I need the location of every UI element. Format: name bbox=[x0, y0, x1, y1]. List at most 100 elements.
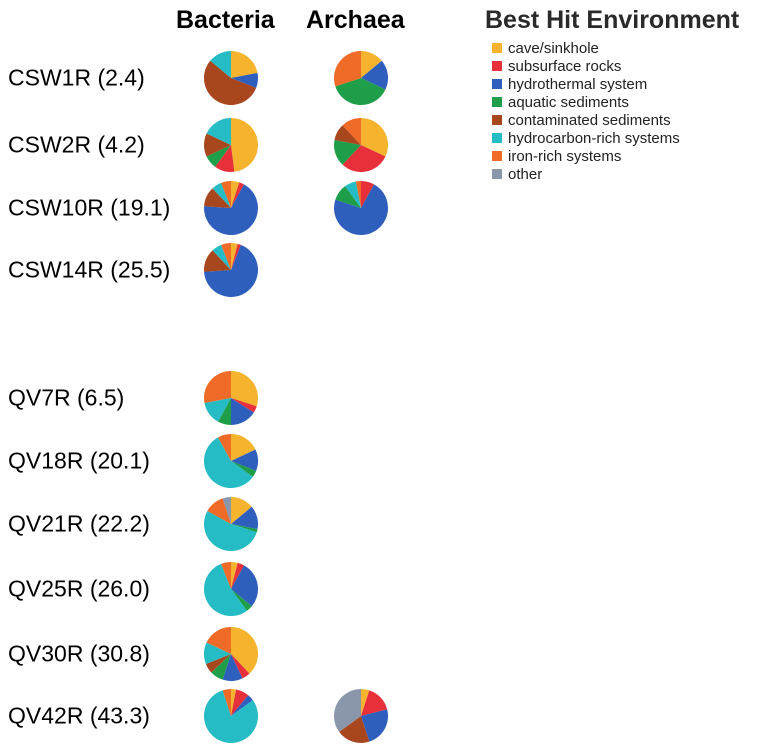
pie-slice-hydrothermal-system bbox=[231, 565, 258, 607]
sample-label-csw10r: CSW10R (19.1) bbox=[8, 194, 171, 221]
pie-slice-aquatic-sediments bbox=[231, 524, 258, 533]
pie-slice-subsurface-rocks bbox=[342, 145, 386, 172]
legend-label: iron-rich systems bbox=[508, 147, 622, 165]
pie-slice-hydrothermal-system bbox=[204, 244, 258, 298]
pie-slice-aquatic-sediments bbox=[206, 145, 231, 167]
pie-slice-hydrocarbon-rich-systems bbox=[203, 690, 258, 744]
sample-label-qv21r: QV21R (22.2) bbox=[8, 510, 150, 537]
pie-slice-aquatic-sediments bbox=[335, 186, 361, 208]
pie-slice-hydrocarbon-rich-systems bbox=[203, 437, 253, 489]
pie-slice-contaminated-sediments bbox=[204, 188, 231, 208]
pie-slice-contaminated-sediments bbox=[203, 133, 231, 157]
pie-slice-iron-rich-systems bbox=[217, 434, 231, 461]
pie-slice-cave-sinkhole bbox=[231, 117, 259, 172]
pie-slice-subsurface-rocks bbox=[231, 689, 249, 716]
sample-label-csw2r: CSW2R (4.2) bbox=[8, 131, 145, 158]
pie-slice-hydrocarbon-rich-systems bbox=[204, 642, 231, 664]
pie-slice-other bbox=[222, 497, 231, 524]
column-header-archaea: Archaea bbox=[306, 6, 405, 34]
pie-slice-hydrocarbon-rich-systems bbox=[204, 510, 257, 551]
legend-label: aquatic sediments bbox=[508, 93, 629, 111]
sample-label-csw14r: CSW14R (25.5) bbox=[8, 256, 171, 283]
legend-swatch bbox=[492, 151, 502, 161]
legend-label: contaminated sediments bbox=[508, 111, 671, 129]
legend-title: Best Hit Environment bbox=[485, 6, 740, 34]
pie-slice-cave-sinkhole bbox=[231, 243, 238, 270]
legend-swatch bbox=[492, 133, 502, 143]
pie-slice-contaminated-sediments bbox=[203, 60, 257, 106]
pie-slice-contaminated-sediments bbox=[205, 654, 231, 673]
pie-slice-iron-rich-systems bbox=[342, 118, 361, 145]
pie-slice-hydrocarbon-rich-systems bbox=[206, 118, 231, 145]
pie-bacteria-qv7r bbox=[204, 371, 259, 425]
pie-slice-other bbox=[334, 689, 361, 732]
pie-slice-cave-sinkhole bbox=[361, 118, 389, 157]
pie-archaea-csw2r bbox=[334, 118, 389, 172]
pie-slice-aquatic-sediments bbox=[211, 654, 231, 680]
pie-slice-iron-rich-systems bbox=[206, 627, 231, 654]
pie-slice-hydrothermal-system bbox=[231, 506, 258, 530]
pie-slice-iron-rich-systems bbox=[333, 51, 361, 87]
pie-slice-subsurface-rocks bbox=[231, 182, 245, 208]
pie-slice-hydrothermal-system bbox=[361, 60, 388, 90]
pie-archaea-csw1r bbox=[333, 51, 388, 106]
pie-slice-cave-sinkhole bbox=[231, 627, 258, 674]
legend-item-other: other bbox=[492, 165, 680, 183]
pie-slice-subsurface-rocks bbox=[231, 243, 241, 270]
pie-slice-subsurface-rocks bbox=[361, 181, 375, 208]
pie-slice-cave-sinkhole bbox=[231, 434, 256, 461]
pie-slice-cave-sinkhole bbox=[231, 181, 240, 208]
pie-slice-iron-rich-systems bbox=[221, 562, 231, 589]
legend-swatch bbox=[492, 169, 502, 179]
pie-slice-aquatic-sediments bbox=[231, 589, 252, 611]
pie-slice-hydrothermal-system bbox=[231, 72, 258, 88]
legend-swatch bbox=[492, 43, 502, 53]
legend-item-subsurface-rocks: subsurface rocks bbox=[492, 57, 680, 75]
legend-item-cave-sinkhole: cave/sinkhole bbox=[492, 39, 680, 57]
pie-bacteria-csw2r bbox=[203, 117, 259, 173]
pie-slice-cave-sinkhole bbox=[231, 562, 238, 589]
legend-item-iron-rich-systems: iron-rich systems bbox=[492, 147, 680, 165]
pie-bacteria-qv42r bbox=[203, 689, 258, 744]
legend-label: cave/sinkhole bbox=[508, 39, 599, 57]
legend-label: subsurface rocks bbox=[508, 57, 622, 75]
sample-label-csw1r: CSW1R (2.4) bbox=[8, 64, 145, 91]
pie-slice-subsurface-rocks bbox=[215, 145, 235, 173]
sample-label-qv7r: QV7R (6.5) bbox=[8, 384, 125, 411]
legend-swatch bbox=[492, 97, 502, 107]
pie-slice-contaminated-sediments bbox=[203, 250, 231, 272]
pie-slice-subsurface-rocks bbox=[231, 654, 250, 679]
pie-bacteria-qv18r bbox=[203, 434, 258, 489]
pie-slice-iron-rich-systems bbox=[221, 181, 231, 208]
pie-slice-aquatic-sediments bbox=[217, 398, 231, 425]
legend-label: other bbox=[508, 165, 543, 183]
pie-bacteria-qv21r bbox=[204, 497, 258, 551]
pie-slice-hydrocarbon-rich-systems bbox=[210, 51, 231, 78]
legend-item-aquatic-sediments: aquatic sediments bbox=[492, 93, 680, 111]
sample-label-qv42r: QV42R (43.3) bbox=[8, 702, 150, 729]
pie-slice-hydrothermal-system bbox=[231, 695, 253, 716]
legend-label: hydrocarbon-rich systems bbox=[508, 129, 680, 147]
pie-slice-subsurface-rocks bbox=[231, 398, 257, 413]
pie-slice-subsurface-rocks bbox=[361, 690, 388, 716]
pie-slice-cave-sinkhole bbox=[231, 689, 237, 716]
pie-slice-hydrocarbon-rich-systems bbox=[212, 182, 231, 208]
pie-slice-hydrothermal-system bbox=[361, 709, 388, 742]
pie-archaea-qv42r bbox=[334, 689, 388, 743]
legend-swatch bbox=[492, 115, 502, 125]
pie-slice-hydrothermal-system bbox=[203, 184, 258, 235]
pie-slice-iron-rich-systems bbox=[207, 498, 231, 524]
pie-slice-cave-sinkhole bbox=[361, 51, 382, 78]
pie-slice-contaminated-sediments bbox=[334, 125, 361, 145]
pie-bacteria-csw14r bbox=[203, 243, 258, 298]
pie-slice-contaminated-sediments bbox=[339, 716, 370, 743]
pie-slice-aquatic-sediments bbox=[334, 139, 361, 165]
pie-slice-iron-rich-systems bbox=[204, 371, 231, 404]
pie-slice-hydrothermal-system bbox=[222, 654, 243, 682]
legend-label: hydrothermal system bbox=[508, 75, 648, 93]
pie-bacteria-qv25r bbox=[203, 562, 258, 617]
legend-item-hydrothermal-system: hydrothermal system bbox=[492, 75, 680, 93]
pie-slice-aquatic-sediments bbox=[335, 78, 386, 106]
sample-label-qv25r: QV25R (26.0) bbox=[8, 575, 150, 602]
